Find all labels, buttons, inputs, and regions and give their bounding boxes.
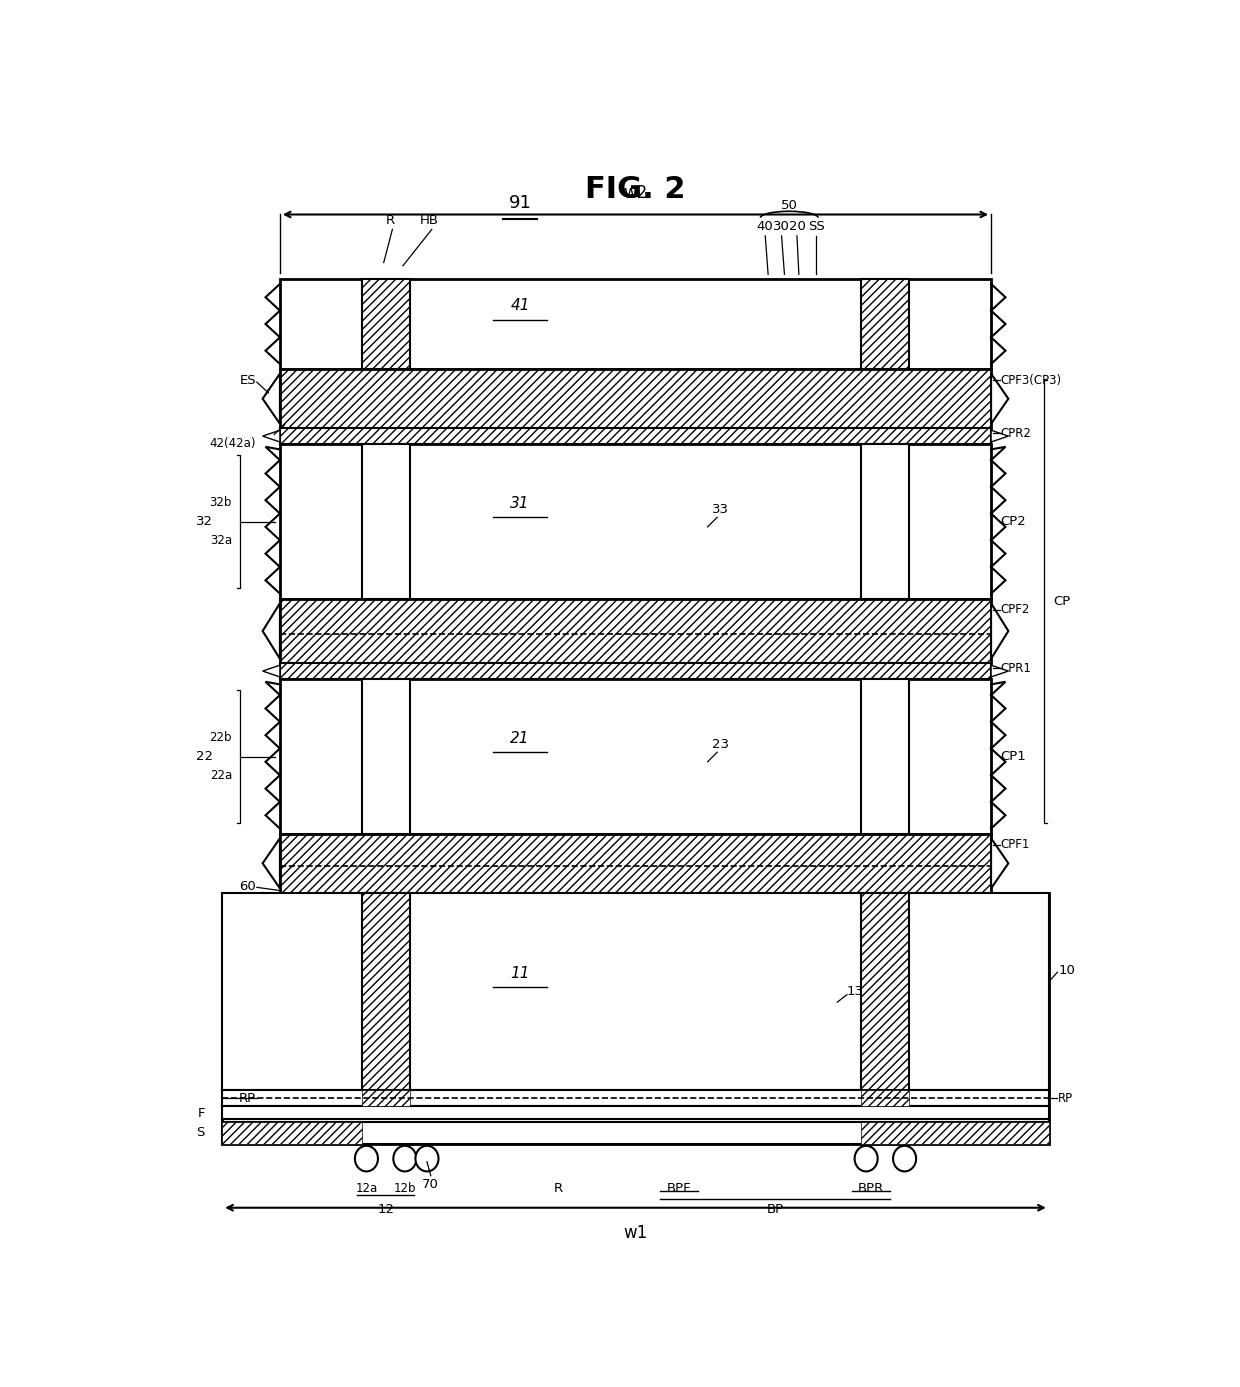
Text: 22a: 22a <box>210 770 232 782</box>
Text: 91: 91 <box>508 194 532 212</box>
Bar <box>222 893 1049 1090</box>
Polygon shape <box>263 603 280 659</box>
Circle shape <box>415 1146 439 1172</box>
Text: 40: 40 <box>756 219 774 233</box>
Bar <box>862 279 909 369</box>
Text: F: F <box>197 1107 205 1121</box>
Circle shape <box>355 1146 378 1172</box>
Bar <box>362 680 409 834</box>
Bar <box>280 680 991 834</box>
Text: CP1: CP1 <box>1001 750 1027 763</box>
Polygon shape <box>991 373 1008 424</box>
Text: R: R <box>386 215 396 227</box>
Text: 41: 41 <box>511 298 529 313</box>
Text: 32b: 32b <box>210 495 232 509</box>
Text: BPR: BPR <box>858 1182 884 1196</box>
Polygon shape <box>263 838 280 889</box>
Text: S: S <box>197 1126 205 1140</box>
Circle shape <box>893 1146 916 1172</box>
Text: 32a: 32a <box>210 534 232 548</box>
Text: 22: 22 <box>196 750 213 763</box>
Text: R: R <box>554 1182 563 1196</box>
Text: 31: 31 <box>511 497 529 510</box>
Text: 22b: 22b <box>210 731 232 743</box>
Text: w2: w2 <box>624 183 647 201</box>
Bar <box>362 279 409 369</box>
Bar <box>862 893 909 1090</box>
Text: 70: 70 <box>423 1178 439 1191</box>
Bar <box>362 444 409 599</box>
Text: RP: RP <box>239 1092 255 1105</box>
Text: 12a: 12a <box>356 1182 377 1196</box>
Text: 33: 33 <box>712 503 729 516</box>
Text: 12b: 12b <box>393 1182 417 1196</box>
Bar <box>862 1090 909 1107</box>
Polygon shape <box>263 430 280 442</box>
Text: HB: HB <box>419 215 439 227</box>
Polygon shape <box>991 838 1008 889</box>
Text: 60: 60 <box>239 879 255 893</box>
Text: 20: 20 <box>789 219 806 233</box>
Text: RP: RP <box>1059 1092 1074 1105</box>
Polygon shape <box>263 666 280 677</box>
Polygon shape <box>263 373 280 424</box>
Bar <box>222 1107 1049 1119</box>
Bar <box>222 1090 1049 1107</box>
Text: CPF3(CP3): CPF3(CP3) <box>1001 373 1061 387</box>
Text: w1: w1 <box>624 1223 647 1241</box>
Bar <box>280 599 991 663</box>
Text: CPR2: CPR2 <box>1001 427 1032 440</box>
Bar <box>280 279 991 369</box>
Text: CPF2: CPF2 <box>1001 603 1030 616</box>
Bar <box>862 1122 1049 1144</box>
Text: CP2: CP2 <box>1001 515 1027 528</box>
Bar <box>222 893 1049 1144</box>
Text: CPF1: CPF1 <box>1001 838 1030 852</box>
Text: BP: BP <box>766 1204 784 1216</box>
Text: 42(42a): 42(42a) <box>210 437 255 449</box>
Bar <box>862 444 909 599</box>
Text: 23: 23 <box>712 738 729 752</box>
Text: 21: 21 <box>511 731 529 746</box>
Polygon shape <box>991 603 1008 659</box>
Polygon shape <box>991 666 1008 677</box>
Bar <box>862 680 909 834</box>
Circle shape <box>393 1146 417 1172</box>
Bar <box>222 1122 1049 1144</box>
Text: 30: 30 <box>773 219 790 233</box>
Text: CPR1: CPR1 <box>1001 662 1032 675</box>
Text: 11: 11 <box>511 965 529 981</box>
Text: SS: SS <box>807 219 825 233</box>
Bar <box>280 369 991 429</box>
Bar <box>362 1090 409 1107</box>
Text: 10: 10 <box>1059 964 1075 976</box>
Polygon shape <box>991 430 1008 442</box>
Text: ES: ES <box>239 373 255 387</box>
Bar <box>280 834 991 893</box>
Text: 12: 12 <box>377 1204 394 1216</box>
Text: FIG. 2: FIG. 2 <box>585 175 686 204</box>
Text: 50: 50 <box>781 200 797 212</box>
Text: 32: 32 <box>196 515 213 528</box>
Bar <box>280 663 991 680</box>
Bar <box>362 893 409 1090</box>
Circle shape <box>854 1146 878 1172</box>
Text: 13: 13 <box>847 985 864 999</box>
Bar <box>222 1122 362 1144</box>
Bar <box>280 429 991 444</box>
Text: CP: CP <box>1054 595 1071 608</box>
Bar <box>280 444 991 599</box>
Text: BPF: BPF <box>666 1182 691 1196</box>
